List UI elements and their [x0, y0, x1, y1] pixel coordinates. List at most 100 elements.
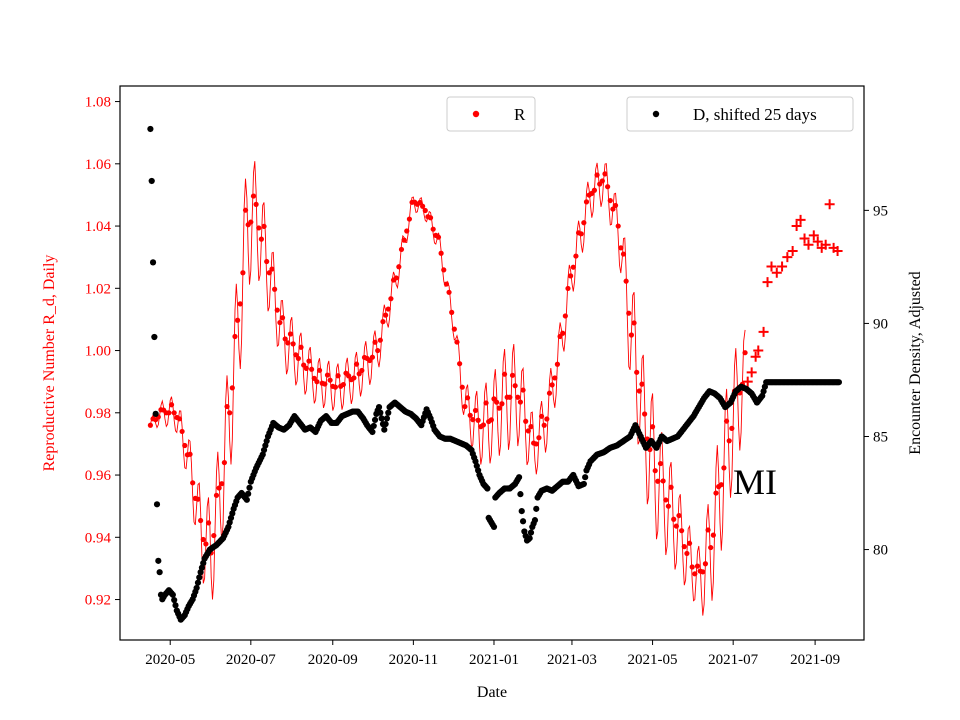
r-point: [377, 337, 383, 343]
r-point: [383, 312, 389, 318]
r-point: [472, 407, 479, 414]
r-point: [729, 425, 735, 431]
d-point: [533, 505, 540, 512]
r-point: [710, 532, 716, 538]
x-axis: 2020-05 2020-07 2020-09 2020-11 2021-01 2021-…: [145, 640, 840, 668]
d-point: [385, 409, 392, 416]
x-axis-title: Date: [477, 684, 507, 701]
legend-r: R: [446, 96, 536, 132]
r-point: [634, 369, 640, 375]
r-plus-point: [803, 239, 814, 250]
y-axis-left: 0.92 0.94 0.96 0.98 1.00 1.02 1.04 1.06 1.08: [85, 95, 120, 609]
d-point: [152, 410, 159, 417]
x-tick-label: 2020-07: [226, 652, 276, 668]
d-point: [375, 403, 383, 411]
r-plus-point: [777, 261, 788, 272]
r-point: [676, 512, 682, 519]
r-point: [657, 460, 664, 467]
r-plus-point: [746, 367, 757, 378]
d-point: [369, 428, 376, 436]
r-plus-point: [808, 230, 819, 241]
d-point: [245, 490, 252, 497]
r-point: [441, 267, 447, 273]
r-point: [694, 563, 701, 569]
r-plus-point: [750, 351, 761, 362]
r-point: [190, 480, 196, 486]
r-point: [544, 416, 550, 422]
r-point: [509, 372, 516, 378]
r-point: [541, 422, 547, 428]
d-point: [169, 591, 176, 598]
r-point: [615, 223, 621, 229]
y-right-tick-label: 85: [873, 429, 888, 445]
r-point: [618, 245, 624, 251]
r-plus-point: [799, 233, 810, 244]
r-point: [375, 347, 381, 354]
r-point: [515, 394, 521, 400]
r-plus-point: [762, 277, 773, 288]
y-left-tick-label: 0.94: [85, 530, 112, 546]
plot-area: [147, 125, 843, 623]
legend-r-label: R: [514, 105, 526, 124]
y-right-tick-label: 90: [873, 316, 888, 332]
x-tick-label: 2021-01: [469, 652, 519, 668]
y-axis-right: 80 85 90 95: [864, 203, 888, 559]
r-point: [671, 516, 677, 522]
d-point: [148, 177, 155, 185]
y-right-tick-label: 95: [873, 203, 888, 219]
r-point: [639, 381, 645, 387]
r-point: [256, 225, 262, 231]
r-point: [237, 301, 243, 307]
r-point: [562, 313, 568, 319]
r-series-line: [149, 161, 746, 616]
r-point: [187, 451, 193, 457]
d-point: [194, 579, 202, 586]
legend-r-box: [446, 96, 536, 132]
r-plus-point: [812, 236, 823, 247]
r-point: [227, 410, 233, 416]
d-point: [527, 529, 535, 536]
r-plus-point: [824, 199, 835, 210]
d-point: [526, 535, 533, 542]
r-point: [446, 289, 452, 295]
r-point: [578, 231, 584, 237]
x-tick-label: 2020-05: [145, 652, 195, 668]
r-point: [689, 564, 695, 570]
r-plus-point: [787, 245, 798, 256]
r-point: [713, 490, 719, 496]
d-point: [835, 379, 842, 386]
r-point: [708, 544, 714, 551]
r-point: [568, 273, 574, 279]
r-point: [306, 358, 312, 364]
r-point: [581, 220, 587, 226]
r-plus-point: [758, 326, 769, 337]
r-point: [528, 424, 534, 430]
d-point: [582, 474, 589, 481]
r-point: [430, 226, 436, 232]
d-point: [377, 409, 384, 416]
r-point: [269, 266, 275, 272]
r-point: [248, 219, 254, 225]
d-point: [381, 426, 388, 433]
r-plus-point: [832, 245, 843, 256]
d-point: [147, 125, 154, 133]
r-plus-point: [742, 376, 753, 387]
r-plus-point: [795, 214, 806, 225]
legend-d-label: D, shifted 25 days: [693, 105, 817, 124]
r-plus-point: [771, 267, 782, 278]
d-point: [383, 415, 391, 422]
d-point: [172, 602, 179, 609]
d-point: [580, 480, 587, 488]
y-left-tick-label: 1.02: [85, 281, 111, 297]
d-point: [156, 569, 163, 576]
d-point: [370, 422, 377, 430]
r-point: [287, 331, 294, 337]
d-point: [519, 518, 527, 525]
d-point: [171, 596, 178, 604]
r-point: [219, 481, 225, 487]
y-left-tick-label: 1.00: [85, 344, 111, 360]
r-point: [467, 412, 473, 418]
r-point: [718, 482, 724, 488]
r-point: [726, 438, 732, 444]
r-point: [427, 215, 434, 221]
